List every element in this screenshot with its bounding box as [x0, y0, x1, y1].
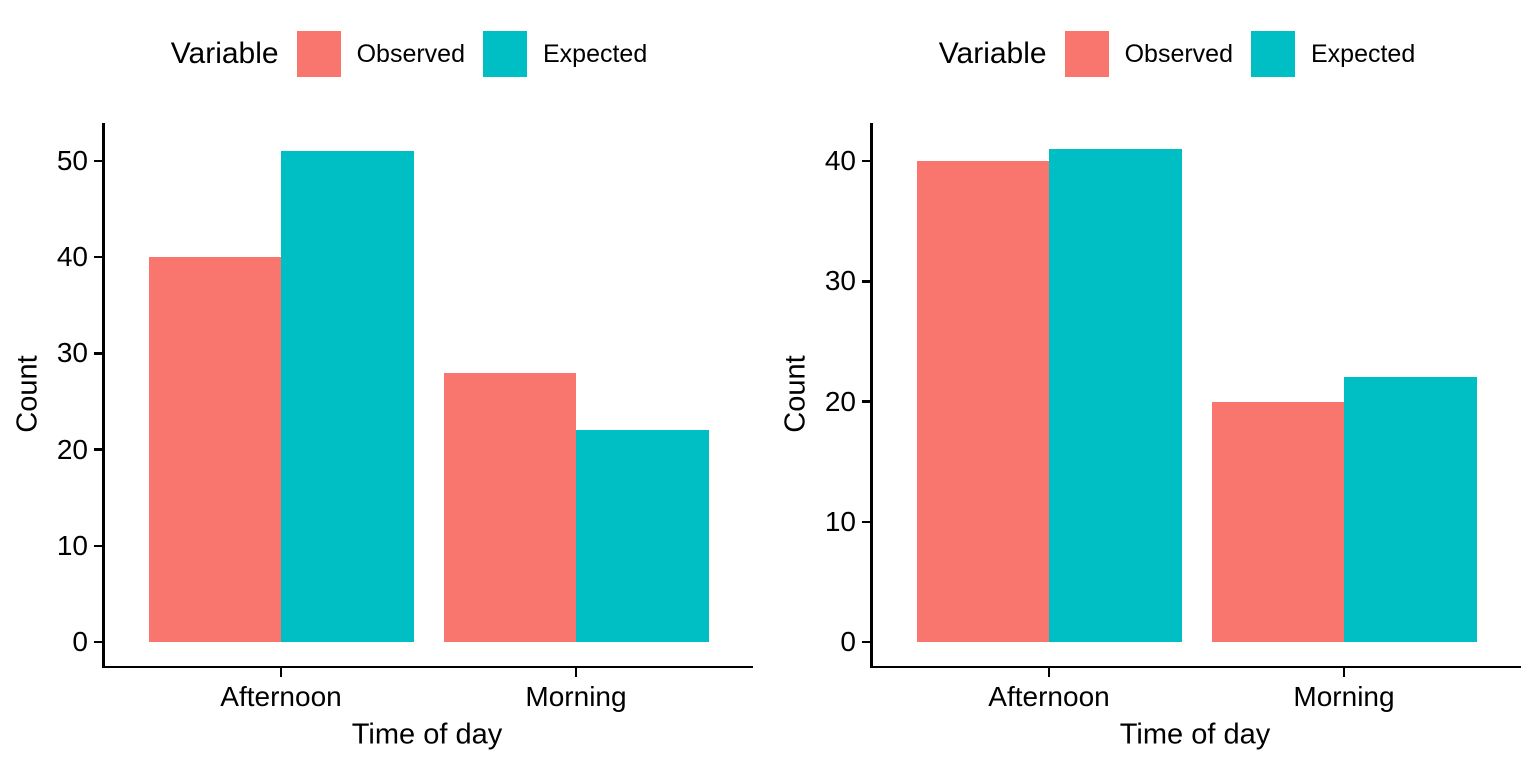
observed-swatch-icon [296, 31, 341, 77]
legend-label-expected: Expected [542, 39, 648, 68]
y-tick-label: 40 [56, 241, 88, 273]
y-tick-mark [94, 544, 103, 548]
plot-panel: 0 10 20 30 40 Afternoon Morning [768, 0, 1536, 768]
y-tick-mark [862, 400, 871, 403]
y-tick-label: 10 [824, 505, 856, 537]
x-axis-title: Time of day [351, 718, 503, 751]
x-axis-title: Time of day [1119, 718, 1271, 751]
legend: Variable Observed Expected [0, 31, 768, 77]
chart-left: Variable Observed Expected 0 10 20 30 40 50 Af… [0, 31, 768, 751]
bar-observed-morning [1211, 401, 1344, 642]
y-axis-title: Count [11, 355, 44, 433]
y-tick-mark [94, 159, 103, 163]
y-tick-mark [862, 280, 871, 283]
y-tick-mark [862, 640, 871, 644]
x-axis-line [870, 665, 1521, 668]
bar-expected-afternoon [1049, 148, 1182, 642]
y-tick-label: 20 [56, 433, 88, 465]
y-tick-label: 10 [56, 529, 88, 561]
observed-swatch-icon [1064, 31, 1109, 77]
bar-observed-morning [443, 372, 576, 642]
legend-title: Variable [170, 37, 279, 70]
bar-expected-morning [576, 430, 709, 642]
expected-swatch-icon [1250, 31, 1295, 77]
expected-swatch-icon [482, 31, 527, 77]
chart-right: Variable Observed Expected 0 10 20 30 40 Afte… [768, 0, 1536, 768]
x-tick-label-afternoon: Afternoon [988, 681, 1110, 712]
y-axis-line [870, 123, 873, 668]
y-tick-mark [94, 640, 103, 644]
x-tick-mark [1342, 668, 1346, 677]
x-axis-line [102, 665, 753, 668]
y-tick-mark [94, 352, 103, 355]
y-tick-label: 20 [824, 385, 856, 417]
legend-label-observed: Observed [356, 39, 465, 68]
bar-expected-morning [1344, 377, 1477, 642]
y-tick-label: 50 [56, 145, 88, 176]
legend-item-expected: Expected [482, 31, 648, 77]
plot-panel: 0 10 20 30 40 50 Afternoon Morning [56, 123, 753, 712]
y-axis-title: Count [779, 355, 812, 433]
legend-item-observed: Observed [1064, 31, 1233, 77]
legend-title: Variable [938, 37, 1047, 70]
bar-expected-afternoon [281, 151, 414, 642]
y-axis-line [102, 123, 105, 668]
y-tick-label: 40 [824, 145, 856, 176]
y-tick-label: 0 [840, 626, 856, 657]
legend-label-observed: Observed [1124, 39, 1233, 68]
y-tick-mark [862, 159, 871, 163]
y-tick-mark [94, 448, 103, 451]
legend-item-expected: Expected [1250, 31, 1416, 77]
x-tick-mark [574, 668, 578, 677]
x-tick-label-afternoon: Afternoon [220, 681, 342, 712]
legend: Variable Observed Expected [768, 31, 1536, 77]
bar-observed-afternoon [148, 257, 281, 642]
legend-label-expected: Expected [1310, 39, 1416, 68]
x-tick-label-morning: Morning [525, 681, 627, 712]
y-tick-mark [862, 520, 871, 523]
x-tick-label-morning: Morning [1293, 681, 1395, 712]
y-tick-label: 30 [56, 337, 88, 369]
x-tick-mark [279, 668, 283, 677]
y-tick-label: 0 [72, 626, 88, 657]
bar-observed-afternoon [916, 161, 1049, 642]
legend-item-observed: Observed [296, 31, 465, 77]
y-tick-mark [94, 255, 103, 259]
y-tick-label: 30 [824, 265, 856, 297]
x-tick-mark [1047, 668, 1051, 677]
